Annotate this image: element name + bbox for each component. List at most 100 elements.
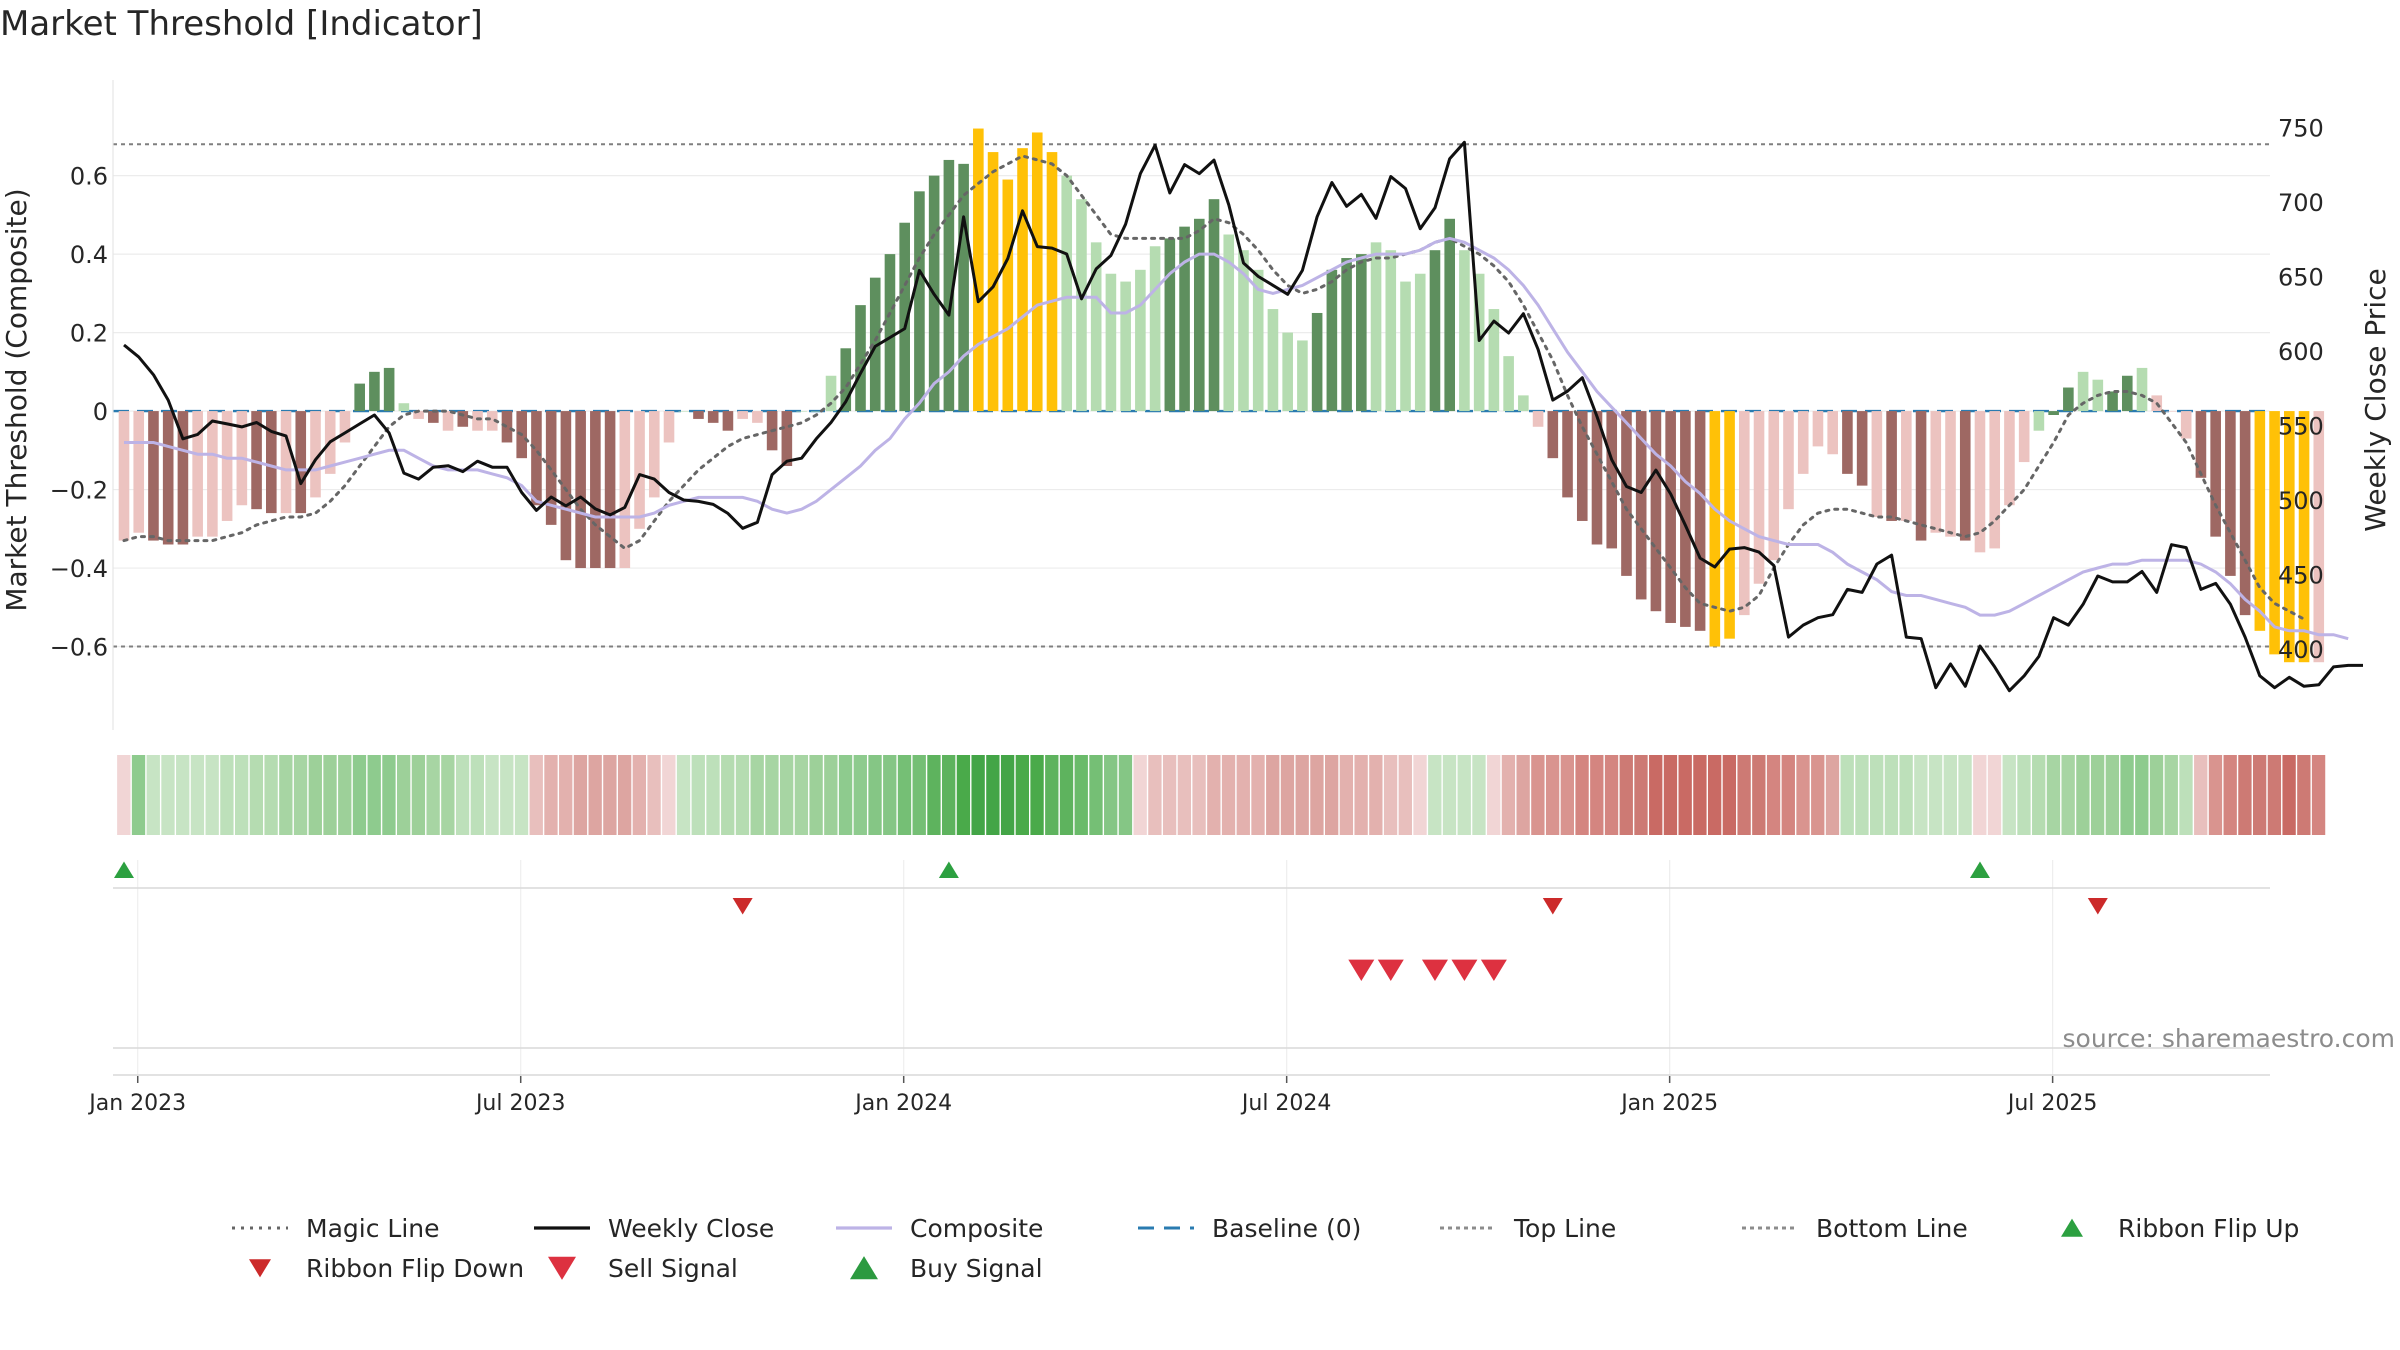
composite-bar bbox=[619, 411, 631, 569]
ribbon-cell bbox=[971, 755, 985, 835]
ribbon-cell bbox=[1280, 755, 1295, 835]
legend-marker-triangle-down bbox=[249, 1259, 271, 1278]
ribbon-cell bbox=[1796, 755, 1810, 835]
composite-bar bbox=[1945, 411, 1956, 537]
ribbon-cell bbox=[249, 755, 264, 835]
ribbon-cell bbox=[1015, 755, 1029, 835]
ribbon-cell bbox=[1516, 755, 1530, 835]
ribbon-cell bbox=[234, 755, 249, 835]
composite-bar bbox=[221, 411, 233, 521]
composite-bar bbox=[2225, 411, 2236, 576]
ribbon-cell bbox=[1811, 755, 1825, 835]
ribbon-cell bbox=[838, 755, 853, 835]
legend-marker-triangle-down bbox=[548, 1256, 576, 1280]
composite-bar bbox=[1297, 340, 1308, 412]
composite-bar bbox=[648, 411, 660, 498]
ribbon-cell bbox=[1310, 755, 1324, 835]
ribbon-cell bbox=[1295, 755, 1309, 835]
ribbon-cell bbox=[676, 755, 691, 835]
composite-bar bbox=[1164, 238, 1176, 412]
legend-item-flip_up: Ribbon Flip Up bbox=[2042, 1214, 2344, 1243]
ribbon-cell bbox=[809, 755, 823, 835]
ribbon-cell bbox=[352, 755, 367, 835]
legend-label: Ribbon Flip Up bbox=[2118, 1213, 2300, 1243]
y-tick-label: 0.4 bbox=[70, 241, 108, 269]
ribbon-cell bbox=[942, 755, 956, 835]
composite-bars bbox=[118, 128, 2325, 663]
y2-tick-label: 750 bbox=[2278, 114, 2324, 142]
y-tick-label: −0.4 bbox=[50, 555, 108, 583]
composite-bar bbox=[1753, 411, 1765, 584]
composite-bar bbox=[1370, 242, 1382, 412]
composite-bar bbox=[266, 411, 277, 514]
composite-bar bbox=[1856, 411, 1868, 486]
ribbon-cell bbox=[765, 755, 779, 835]
composite-bar bbox=[1002, 179, 1014, 412]
ribbon-cell bbox=[1722, 755, 1737, 835]
composite-bar bbox=[1105, 273, 1117, 412]
ribbon-cell bbox=[1221, 755, 1236, 835]
ribbon-cell bbox=[868, 755, 882, 835]
ribbon-cell bbox=[2061, 755, 2075, 835]
ribbon-cell bbox=[117, 755, 131, 835]
composite-bar bbox=[2033, 411, 2045, 431]
composite-bar bbox=[1886, 411, 1897, 521]
legend-item-close: Weekly Close bbox=[532, 1214, 834, 1243]
ribbon-cell bbox=[529, 755, 543, 835]
composite-bar bbox=[1326, 269, 1338, 412]
ribbon-cell bbox=[1089, 755, 1103, 835]
legend-marker-dotted-line bbox=[1742, 1226, 1798, 1230]
legend-label: Buy Signal bbox=[910, 1253, 1043, 1283]
ribbon-cell bbox=[1987, 755, 2002, 835]
ribbon-cell bbox=[1928, 755, 1943, 835]
composite-bar bbox=[280, 411, 292, 514]
ribbon-cell bbox=[1737, 755, 1751, 835]
ribbon-cell bbox=[2297, 755, 2311, 835]
composite-bar bbox=[1901, 411, 1912, 521]
composite-bar bbox=[2077, 371, 2089, 412]
composite-line bbox=[124, 236, 2349, 641]
signal-markers bbox=[114, 861, 2108, 982]
triangle-up-marker bbox=[1969, 861, 1990, 878]
composite-bar bbox=[531, 411, 542, 506]
ribbon-cell bbox=[2032, 755, 2046, 835]
composite-bar bbox=[1017, 148, 1028, 412]
composite-bar bbox=[914, 191, 925, 412]
legend-label: Bottom Line bbox=[1816, 1213, 1968, 1243]
ribbon-cell bbox=[1752, 755, 1766, 835]
y2-tick-label: 450 bbox=[2278, 561, 2324, 589]
x-tick-label: Jul 2024 bbox=[1240, 1091, 1332, 1116]
ribbon-cell bbox=[2252, 755, 2267, 835]
ribbon-cell bbox=[647, 755, 661, 835]
ribbon-cell bbox=[912, 755, 926, 835]
composite-bar bbox=[1149, 246, 1161, 412]
ribbon-cell bbox=[2282, 755, 2296, 835]
composite-bar bbox=[590, 411, 601, 569]
composite-bar bbox=[310, 411, 321, 498]
composite-bar bbox=[1090, 242, 1102, 412]
ribbon-cell bbox=[1560, 755, 1575, 835]
composite-bar bbox=[1518, 395, 1529, 412]
ribbon-cell bbox=[1590, 755, 1604, 835]
ribbon-cell bbox=[662, 755, 676, 835]
ribbon-cell bbox=[1339, 755, 1354, 835]
composite-bar bbox=[1842, 411, 1853, 474]
composite-bar bbox=[1532, 411, 1544, 427]
legend-label: Composite bbox=[910, 1213, 1044, 1243]
ribbon-cell bbox=[2017, 755, 2031, 835]
y-axis-label: Market Threshold (Composite) bbox=[0, 188, 33, 611]
ribbon-cell bbox=[293, 755, 308, 835]
composite-bar bbox=[2136, 367, 2148, 412]
composite-bar bbox=[1739, 411, 1750, 616]
chart-title: Market Threshold [Indicator] bbox=[0, 4, 483, 44]
composite-bar bbox=[148, 411, 159, 541]
composite-bar bbox=[2018, 411, 2030, 463]
composite-bar bbox=[339, 411, 351, 443]
composite-bar bbox=[2210, 411, 2221, 537]
ribbon-cell bbox=[2002, 755, 2016, 835]
composite-bar bbox=[884, 254, 896, 412]
ribbon-cell bbox=[2311, 755, 2326, 835]
composite-bar bbox=[1606, 411, 1618, 549]
composite-bar bbox=[1076, 199, 1087, 412]
